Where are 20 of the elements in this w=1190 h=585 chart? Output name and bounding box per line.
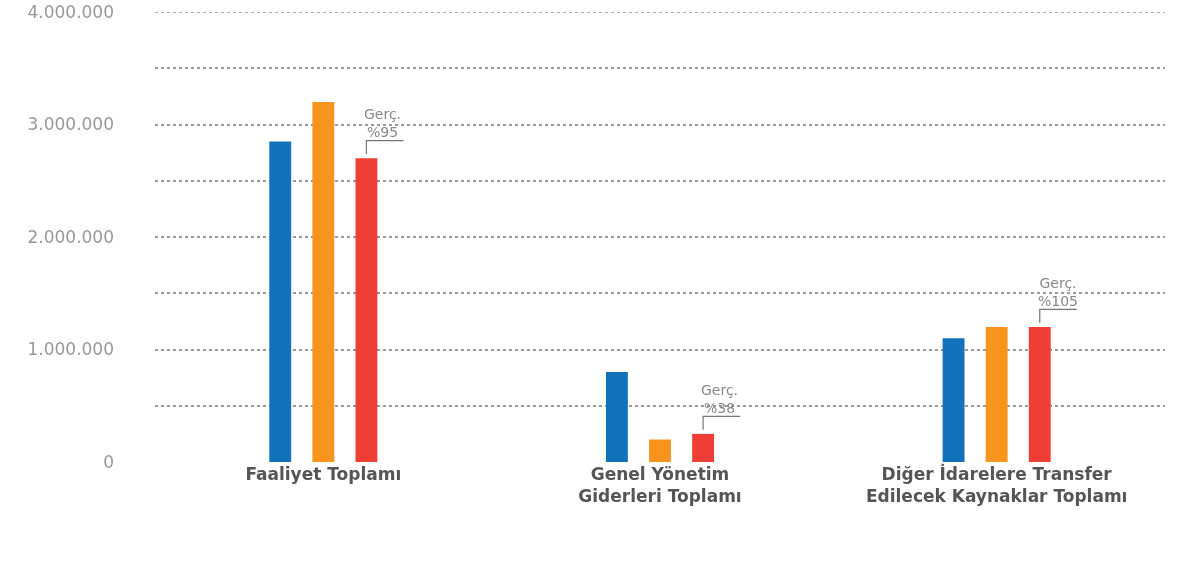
bar bbox=[355, 158, 378, 462]
bar bbox=[269, 141, 292, 462]
x-tick-label: Genel Yönetim Giderleri Toplamı bbox=[578, 464, 742, 507]
y-tick-label: 4.000.000 bbox=[27, 1, 114, 22]
bar bbox=[649, 439, 671, 462]
annotation: Gerç. %105 bbox=[1038, 275, 1079, 310]
bar bbox=[1028, 327, 1051, 462]
annotation: Gerç. %38 bbox=[701, 382, 739, 417]
y-tick-label: 3.000.000 bbox=[27, 114, 114, 135]
y-tick-label: 1.000.000 bbox=[27, 339, 114, 360]
x-tick-label: Diğer İdarelere Transfer Edilecek Kaynaklar Toplamı bbox=[865, 463, 1128, 507]
bar bbox=[985, 327, 1008, 462]
x-tick-label: Faaliyet Toplamı bbox=[245, 464, 402, 484]
y-tick-label: 2.000.000 bbox=[27, 226, 114, 247]
bar bbox=[942, 338, 965, 462]
bar bbox=[605, 372, 628, 462]
bar bbox=[692, 433, 715, 462]
annotation: Gerç. %95 bbox=[364, 106, 402, 141]
y-tick-label: 0 bbox=[103, 451, 114, 472]
bar bbox=[312, 102, 335, 462]
